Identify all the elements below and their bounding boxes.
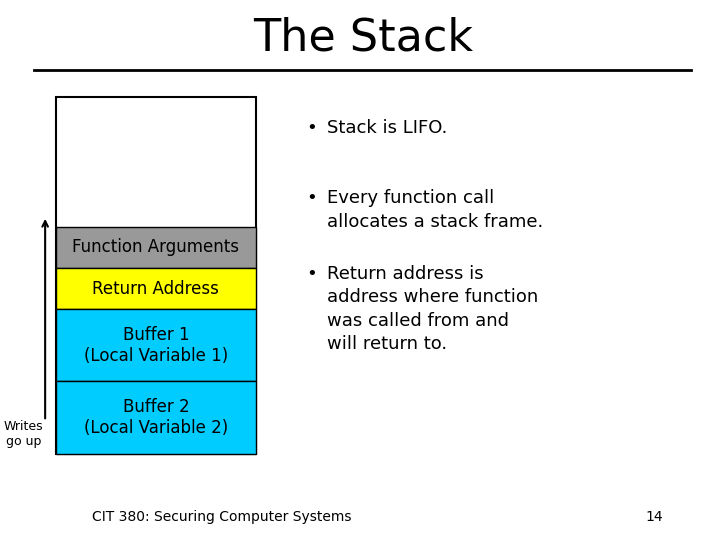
Bar — [56, 381, 256, 454]
Text: •: • — [306, 119, 317, 137]
Text: 14: 14 — [645, 510, 663, 524]
Text: Stack is LIFO.: Stack is LIFO. — [327, 119, 448, 137]
Text: Return Address: Return Address — [92, 280, 220, 298]
Text: Function Arguments: Function Arguments — [72, 239, 239, 256]
Bar — [56, 309, 256, 381]
Text: Buffer 2
(Local Variable 2): Buffer 2 (Local Variable 2) — [84, 398, 228, 437]
Text: •: • — [306, 265, 317, 282]
Bar — [56, 268, 256, 309]
Text: CIT 380: Securing Computer Systems: CIT 380: Securing Computer Systems — [91, 510, 351, 524]
Text: Every function call
allocates a stack frame.: Every function call allocates a stack fr… — [327, 189, 544, 231]
Text: •: • — [306, 189, 317, 207]
Text: The Stack: The Stack — [253, 16, 473, 59]
Text: Buffer 1
(Local Variable 1): Buffer 1 (Local Variable 1) — [84, 326, 228, 364]
Bar — [56, 227, 256, 268]
Text: Writes
go up: Writes go up — [4, 420, 43, 448]
Bar — [56, 97, 256, 454]
Text: Return address is
address where function
was called from and
will return to.: Return address is address where function… — [327, 265, 539, 353]
